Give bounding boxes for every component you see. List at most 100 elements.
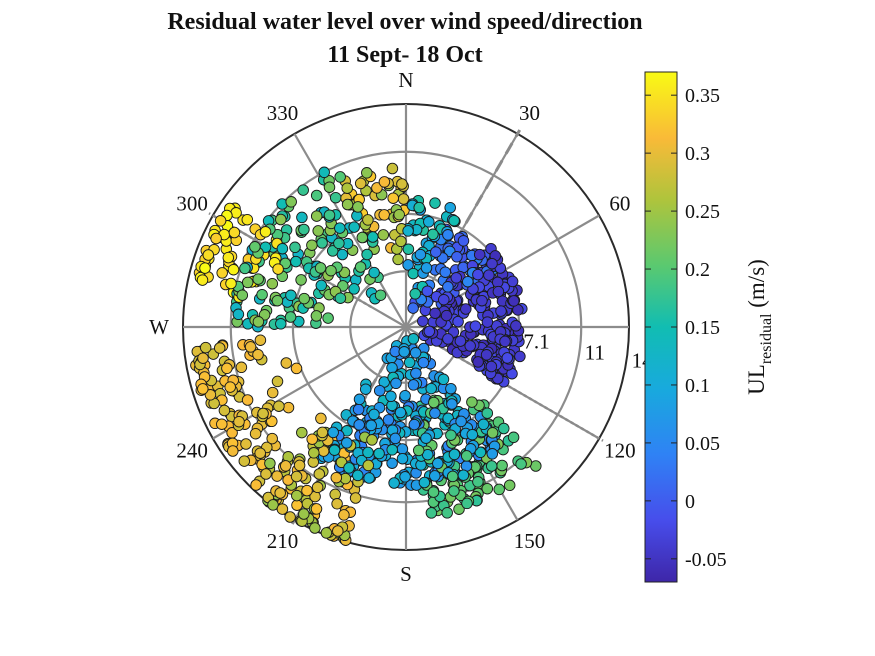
data-point bbox=[306, 433, 318, 445]
data-point bbox=[284, 511, 296, 523]
data-point bbox=[329, 488, 341, 501]
data-point bbox=[466, 396, 478, 408]
data-point bbox=[409, 347, 422, 359]
angle-label-300: 300 bbox=[176, 192, 208, 216]
data-point bbox=[349, 492, 362, 504]
data-point bbox=[472, 356, 484, 368]
data-point bbox=[257, 407, 269, 420]
colorbar-tick-label: 0.25 bbox=[685, 201, 720, 223]
data-point bbox=[442, 333, 454, 345]
data-point bbox=[481, 407, 494, 419]
data-point bbox=[414, 248, 427, 261]
data-point bbox=[291, 489, 303, 502]
data-point bbox=[362, 459, 375, 472]
data-point bbox=[466, 428, 479, 441]
data-point bbox=[438, 293, 450, 306]
data-point bbox=[280, 357, 293, 369]
colorbar-tick-label: -0.05 bbox=[685, 549, 727, 571]
data-point bbox=[393, 208, 405, 221]
data-point bbox=[427, 486, 440, 498]
data-point bbox=[396, 178, 408, 190]
data-point bbox=[323, 181, 336, 193]
chart-subtitle: 11 Sept- 18 Oct bbox=[327, 42, 482, 68]
data-point bbox=[441, 507, 453, 519]
data-point bbox=[320, 527, 333, 539]
data-point bbox=[398, 346, 410, 358]
radius-label: 7.1 bbox=[523, 330, 549, 354]
data-point bbox=[197, 383, 209, 395]
data-point bbox=[402, 243, 415, 255]
data-point bbox=[448, 214, 460, 227]
data-point bbox=[199, 341, 212, 354]
data-point bbox=[213, 342, 226, 354]
data-point bbox=[485, 460, 498, 472]
data-point bbox=[483, 269, 495, 281]
data-point bbox=[366, 434, 378, 446]
data-point bbox=[334, 171, 346, 183]
data-point bbox=[241, 213, 254, 226]
data-point bbox=[311, 481, 324, 494]
data-point bbox=[481, 482, 494, 495]
data-point bbox=[427, 228, 439, 241]
data-point bbox=[407, 379, 420, 391]
data-point bbox=[259, 226, 272, 238]
data-point bbox=[451, 251, 463, 263]
data-point bbox=[477, 418, 490, 431]
data-point bbox=[276, 503, 289, 515]
data-point bbox=[444, 201, 456, 214]
data-point bbox=[486, 448, 499, 460]
data-point bbox=[485, 360, 498, 373]
data-point bbox=[367, 231, 379, 243]
data-point bbox=[238, 455, 251, 467]
data-point bbox=[503, 479, 516, 492]
colorbar-tick-label: 0.3 bbox=[685, 143, 710, 165]
angle-labels: N 30 60 120 150 S 210 240 W 300 330 bbox=[149, 68, 636, 586]
data-point bbox=[333, 237, 345, 250]
angle-label-240: 240 bbox=[176, 439, 208, 463]
data-point bbox=[315, 279, 328, 292]
angle-label-60: 60 bbox=[609, 192, 630, 216]
data-point bbox=[252, 316, 265, 328]
data-point bbox=[353, 393, 366, 406]
data-point bbox=[472, 476, 484, 488]
data-point bbox=[331, 498, 343, 510]
angle-label-120: 120 bbox=[604, 439, 636, 463]
data-point bbox=[216, 418, 228, 430]
data-point bbox=[378, 176, 391, 188]
data-point bbox=[437, 373, 450, 386]
data-point bbox=[322, 312, 334, 324]
data-point bbox=[356, 231, 369, 244]
data-point bbox=[240, 438, 252, 450]
data-point bbox=[271, 294, 284, 307]
data-point bbox=[386, 457, 398, 469]
chart-title: Residual water level over wind speed/dir… bbox=[167, 9, 642, 35]
radius-labels: 7.1 11 14 bbox=[523, 330, 653, 373]
data-point bbox=[429, 307, 441, 319]
data-point bbox=[373, 384, 386, 397]
data-point bbox=[325, 264, 337, 277]
data-point bbox=[214, 215, 227, 227]
data-point bbox=[361, 167, 373, 179]
data-point bbox=[402, 259, 414, 271]
data-point bbox=[236, 289, 249, 301]
data-point bbox=[363, 472, 375, 484]
data-point bbox=[445, 382, 457, 395]
colorbar-tick-label: 0.05 bbox=[685, 433, 720, 455]
data-point bbox=[453, 503, 465, 515]
data-point bbox=[266, 277, 279, 290]
data-point bbox=[233, 415, 245, 428]
data-point bbox=[440, 309, 453, 322]
data-point bbox=[493, 483, 505, 496]
data-point bbox=[296, 426, 308, 439]
data-point bbox=[352, 201, 364, 213]
data-point bbox=[282, 401, 295, 414]
data-point bbox=[421, 285, 434, 297]
data-point bbox=[272, 263, 284, 275]
data-point bbox=[290, 255, 302, 268]
scatter-points bbox=[190, 162, 542, 546]
data-point bbox=[274, 487, 286, 499]
angle-label-330: 330 bbox=[267, 101, 299, 125]
data-point bbox=[328, 444, 341, 456]
data-point bbox=[232, 308, 245, 321]
data-point bbox=[202, 249, 215, 261]
